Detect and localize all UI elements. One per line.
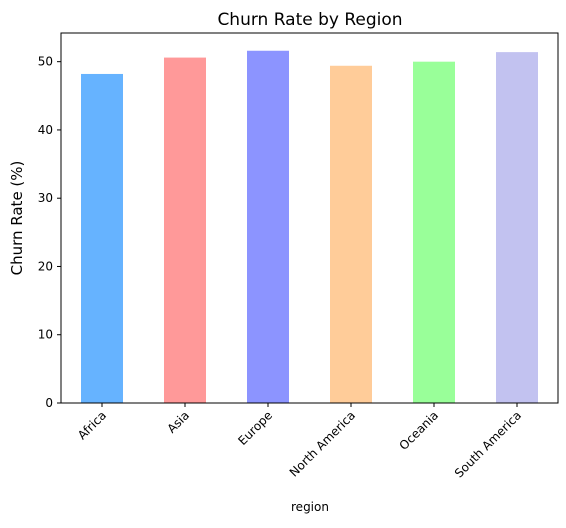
x-axis-title: region bbox=[291, 500, 329, 514]
bar-north-america bbox=[330, 65, 372, 404]
x-tick-label-south-america: South America bbox=[452, 408, 524, 480]
x-tick-label-oceania: Oceania bbox=[397, 408, 442, 453]
x-tick-label-europe: Europe bbox=[235, 408, 275, 448]
y-tick-label: 30 bbox=[38, 191, 53, 205]
bar-europe bbox=[247, 50, 289, 403]
y-tick-label: 10 bbox=[38, 328, 53, 342]
x-axis: Africa Asia Europe North America Oceania Sout… bbox=[75, 403, 524, 480]
y-tick-label: 40 bbox=[38, 123, 53, 137]
bar-asia bbox=[164, 57, 206, 403]
bars-layer bbox=[81, 50, 538, 404]
bar-oceania bbox=[413, 61, 455, 404]
x-tick-label-north-america: North America bbox=[287, 408, 358, 479]
bar-africa bbox=[81, 73, 123, 403]
plot-frame bbox=[60, 32, 559, 404]
y-axis: 0 10 20 30 40 50 bbox=[38, 55, 61, 410]
y-axis-title: Churn Rate (%) bbox=[8, 161, 26, 276]
y-tick-label: 20 bbox=[38, 259, 53, 273]
x-tick-label-africa: Africa bbox=[75, 408, 109, 442]
y-tick-label: 0 bbox=[45, 396, 53, 410]
y-tick-label: 50 bbox=[38, 55, 53, 69]
bar-south-america bbox=[496, 52, 538, 404]
chart-title: Churn Rate by Region bbox=[217, 10, 402, 30]
x-tick-label-asia: Asia bbox=[164, 408, 192, 436]
